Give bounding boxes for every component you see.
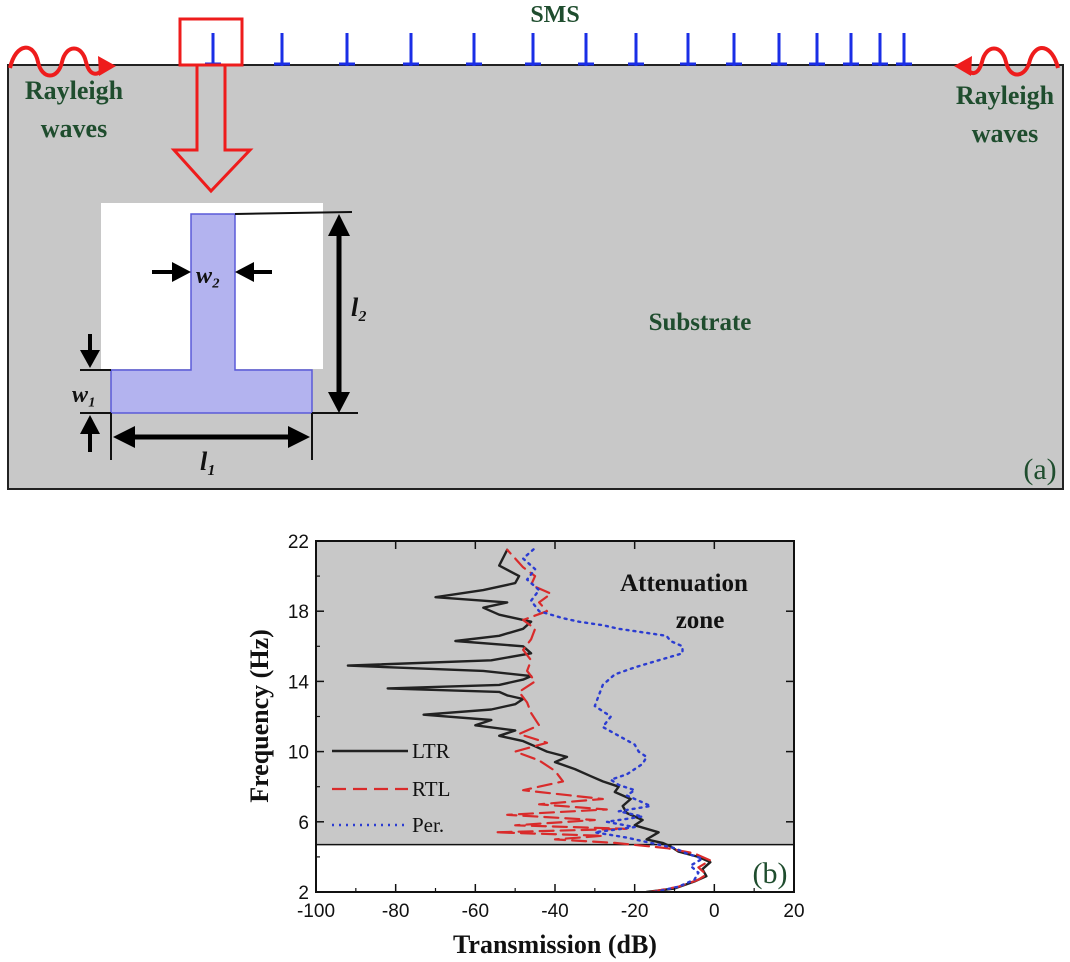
w2-label: w₂ bbox=[196, 263, 220, 289]
w1-label: w₁ bbox=[72, 382, 96, 408]
panel-a-label: (a) bbox=[1023, 453, 1056, 486]
sms-title: SMS bbox=[530, 2, 579, 28]
y-axis-title: Frequency (Hz) bbox=[245, 629, 274, 803]
l2-label: l₂ bbox=[351, 293, 367, 322]
right-wave bbox=[964, 46, 1060, 77]
panel-a: SMS Rayleigh waves Rayleigh waves Substr… bbox=[7, 2, 1064, 490]
l2-arrow-down bbox=[328, 392, 350, 413]
x-tick-label: 20 bbox=[783, 901, 804, 922]
y-tick-label: 2 bbox=[298, 883, 309, 904]
l1-arrow-right bbox=[288, 426, 310, 448]
y-tick-label: 18 bbox=[288, 602, 309, 623]
x-tick-label: 0 bbox=[709, 901, 720, 922]
y-tick-label: 22 bbox=[288, 532, 309, 553]
right-wave-label-line2: waves bbox=[972, 119, 1038, 148]
l1-arrow-left bbox=[113, 426, 135, 448]
y-tick-label: 6 bbox=[298, 813, 309, 834]
x-axis-title: Transmission (dB) bbox=[453, 930, 657, 959]
left-wave-arrowhead bbox=[98, 56, 116, 76]
w1-top-arrowhead bbox=[80, 350, 100, 368]
x-tick-label: -80 bbox=[382, 901, 409, 922]
series-ltr-line bbox=[346, 548, 712, 892]
zone-label-line1: Attenuation bbox=[620, 570, 748, 597]
l2-ref-top bbox=[234, 211, 353, 215]
series-rtl-line bbox=[494, 548, 712, 892]
substrate-label: Substrate bbox=[649, 309, 752, 336]
x-tick-label: -40 bbox=[541, 901, 568, 922]
l2-arrow-up bbox=[328, 214, 350, 236]
sms-spike-array bbox=[205, 33, 912, 66]
legend: LTR RTL Per. bbox=[332, 739, 450, 837]
highlight-box bbox=[178, 17, 244, 67]
right-wave-arrowhead bbox=[954, 56, 972, 76]
left-wave bbox=[8, 45, 106, 78]
w2-left-arrowhead bbox=[172, 262, 191, 282]
panel-b: -100 -80 -60 -40 -20 0 20 2 6 10 14 18 22 Attenuatio… bbox=[245, 532, 805, 959]
zone-label-line2: zone bbox=[676, 607, 725, 634]
left-wave-label-line1: Rayleigh bbox=[25, 76, 124, 105]
legend-label-per: Per. bbox=[412, 813, 444, 837]
x-tick-label: -20 bbox=[621, 901, 648, 922]
y-tick-label: 14 bbox=[288, 672, 310, 693]
x-tick-label: -100 bbox=[297, 901, 335, 922]
legend-label-ltr: LTR bbox=[412, 739, 450, 763]
w2-right-arrowhead bbox=[235, 262, 254, 282]
attenuation-zone bbox=[316, 541, 794, 845]
l1-label: l₁ bbox=[200, 447, 216, 476]
panel-b-label: (b) bbox=[753, 857, 788, 890]
zoom-arrow bbox=[170, 63, 254, 194]
axis-ticks: -100 -80 -60 -40 -20 0 20 2 6 10 14 18 22 bbox=[288, 532, 805, 922]
resonator-inset: l₂ w₂ w₁ l₁ bbox=[72, 203, 367, 476]
y-tick-label: 10 bbox=[288, 743, 309, 764]
left-wave-label-line2: waves bbox=[41, 114, 107, 143]
legend-label-rtl: RTL bbox=[412, 777, 450, 801]
series-per-line bbox=[521, 546, 704, 892]
right-wave-label-line1: Rayleigh bbox=[956, 81, 1055, 110]
x-tick-label: -60 bbox=[462, 901, 489, 922]
w1-bottom-arrowhead bbox=[80, 415, 100, 434]
series-layer bbox=[346, 546, 712, 892]
